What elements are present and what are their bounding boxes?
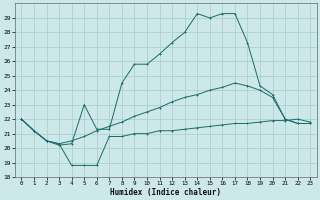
X-axis label: Humidex (Indice chaleur): Humidex (Indice chaleur)	[110, 188, 221, 197]
